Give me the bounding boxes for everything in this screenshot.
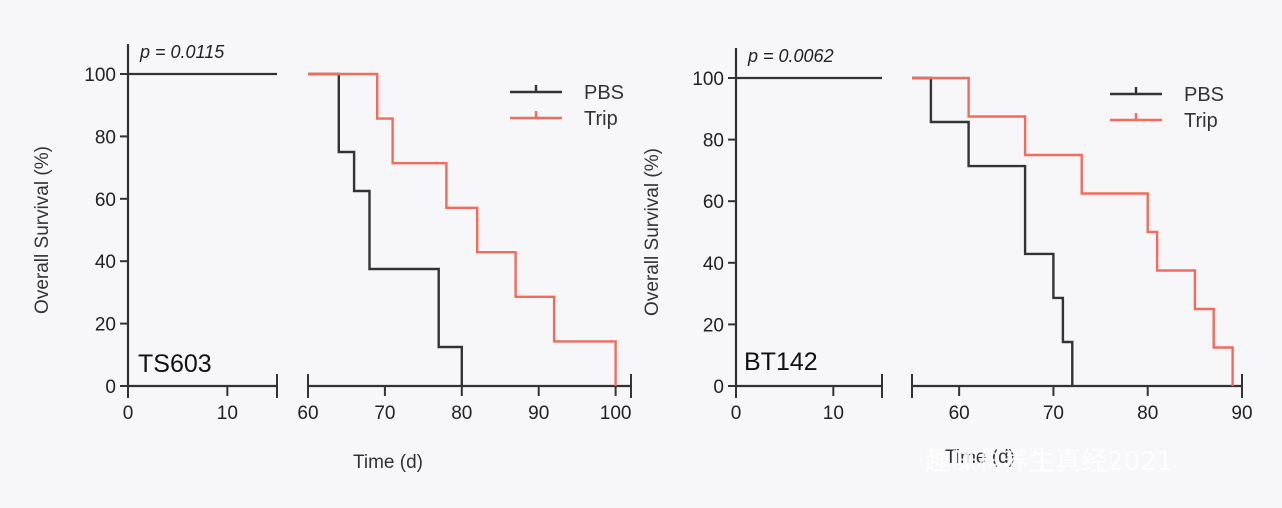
x-tick-label: 70: [1043, 403, 1064, 424]
y-tick-label: 100: [84, 65, 116, 86]
x-tick-label: 90: [1231, 403, 1252, 424]
y-tick-label: 40: [703, 254, 724, 275]
x-tick-label: 60: [949, 403, 970, 424]
p-value-label: p = 0.0115: [139, 42, 225, 62]
y-tick-label: 0: [105, 377, 116, 398]
x-axis-label: Time (d): [353, 452, 423, 473]
y-tick-label: 100: [692, 69, 724, 90]
x-tick-label: 10: [217, 403, 238, 424]
x-tick-label: 0: [123, 403, 134, 424]
legend-label-pbs: PBS: [1184, 84, 1224, 106]
y-tick-label: 20: [95, 315, 116, 336]
x-axis-label: Time (d): [945, 447, 1015, 468]
legend-label-trip: Trip: [1184, 110, 1218, 132]
survival-curve-pbs: [912, 76, 1074, 386]
panel-bt142: 0 20 40 60 80 100 0 10 60 70 80 90 Time (d) Overall S…: [642, 46, 1253, 468]
panel-label: BT142: [744, 348, 818, 376]
x-tick-label: 0: [731, 403, 742, 424]
y-tick-label: 60: [95, 190, 116, 211]
legend-label-trip: Trip: [584, 108, 618, 130]
legend-label-pbs: PBS: [584, 82, 624, 104]
y-tick-label: 80: [95, 127, 116, 148]
panel-label: TS603: [138, 350, 212, 378]
y-axis-label: Overall Survival (%): [32, 146, 53, 314]
x-tick-label: 10: [823, 403, 844, 424]
y-tick-label: 60: [703, 192, 724, 213]
survival-curve-trip: [912, 76, 1234, 386]
x-tick-label: 100: [600, 403, 632, 424]
y-tick-label: 20: [703, 315, 724, 336]
x-tick-label: 90: [528, 403, 549, 424]
x-tick-label: 70: [374, 403, 395, 424]
y-axis-label: Overall Survival (%): [642, 148, 663, 316]
y-tick-label: 0: [713, 377, 724, 398]
survival-curve-trip: [308, 72, 617, 386]
x-tick-label: 80: [451, 403, 472, 424]
watermark-text: 趣味科养生真经2021: [925, 447, 1173, 477]
x-tick-label: 80: [1137, 403, 1158, 424]
p-value-label: p = 0.0062: [747, 46, 834, 66]
panel-ts603: 0 20 40 60 80 100 0 10 60 70 80 90 100 Time (d) Overal…: [32, 42, 632, 473]
survival-curve-pbs: [308, 72, 463, 386]
x-tick-label: 60: [297, 403, 318, 424]
y-tick-label: 80: [703, 131, 724, 152]
y-tick-label: 40: [95, 252, 116, 273]
